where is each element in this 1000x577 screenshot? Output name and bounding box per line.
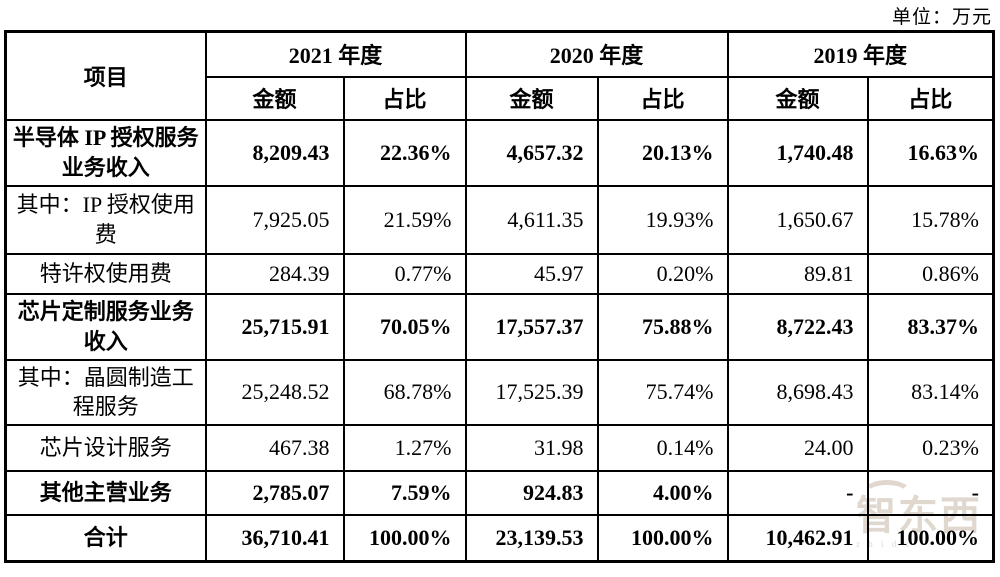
cell-value: 0.14% (596, 423, 729, 472)
cell-value: 924.83 (464, 469, 599, 516)
cell-value: 83.37% (866, 292, 995, 361)
subheader-amount-2021: 金额 (204, 75, 345, 121)
cell-value: 25,248.52 (204, 358, 345, 426)
table-row: 其中：晶圆制造工程服务 25,248.52 68.78% 17,525.39 7… (4, 358, 995, 426)
cell-value: 4.00% (596, 469, 729, 516)
cell-value: 0.20% (596, 252, 729, 295)
column-header-item: 项目 (4, 30, 207, 121)
cell-value: 75.74% (596, 358, 729, 426)
cell-value: 70.05% (342, 292, 467, 361)
cell-value: 75.88% (596, 292, 729, 361)
table-row: 其他主营业务 2,785.07 7.59% 924.83 4.00% - - (4, 469, 995, 516)
table-row-total: 合计 36,710.41 100.00% 23,139.53 100.00% 1… (4, 513, 995, 563)
cell-value: 21.59% (342, 184, 467, 255)
table-row: 特许权使用费 284.39 0.77% 45.97 0.20% 89.81 0.… (4, 252, 995, 295)
cell-value: 89.81 (726, 252, 869, 295)
cell-value: 4,657.32 (464, 118, 599, 187)
cell-value: 23,139.53 (464, 513, 599, 563)
cell-value: 284.39 (204, 252, 345, 295)
cell-value: 0.77% (342, 252, 467, 295)
cell-value: 68.78% (342, 358, 467, 426)
cell-value: 25,715.91 (204, 292, 345, 361)
column-header-2019: 2019 年度 (726, 30, 995, 78)
table-row: 芯片设计服务 467.38 1.27% 31.98 0.14% 24.00 0.… (4, 423, 995, 472)
revenue-breakdown-table: 项目 2021 年度 2020 年度 2019 年度 金额 占比 金额 占比 金… (4, 30, 995, 564)
cell-value: 45.97 (464, 252, 599, 295)
subheader-ratio-2020: 占比 (596, 75, 729, 121)
cell-value: 8,722.43 (726, 292, 869, 361)
cell-value: 83.14% (866, 358, 995, 426)
header-sub-row: 金额 占比 金额 占比 金额 占比 (6, 75, 995, 121)
cell-value: 1.27% (342, 423, 467, 472)
cell-value: 467.38 (204, 423, 345, 472)
table-row: 半导体 IP 授权服务业务收入 8,209.43 22.36% 4,657.32… (4, 118, 995, 187)
subheader-amount-2020: 金额 (464, 75, 599, 121)
cell-value: 0.86% (866, 252, 995, 295)
cell-value: 1,740.48 (726, 118, 869, 187)
row-label: 特许权使用费 (4, 252, 207, 295)
cell-value: 17,557.37 (464, 292, 599, 361)
cell-value: 36,710.41 (204, 513, 345, 563)
column-header-2020: 2020 年度 (464, 30, 729, 78)
cell-value: 19.93% (596, 184, 729, 255)
cell-value: 1,650.67 (726, 184, 869, 255)
cell-value: 22.36% (342, 118, 467, 187)
cell-value: 0.23% (866, 423, 995, 472)
cell-value: 16.63% (866, 118, 995, 187)
row-label: 芯片设计服务 (4, 423, 207, 472)
cell-value: 17,525.39 (464, 358, 599, 426)
cell-value: 8,698.43 (726, 358, 869, 426)
cell-value: 4,611.35 (464, 184, 599, 255)
cell-value: 15.78% (866, 184, 995, 255)
row-label: 半导体 IP 授权服务业务收入 (4, 118, 207, 187)
row-label: 其他主营业务 (4, 469, 207, 516)
subheader-amount-2019: 金额 (726, 75, 869, 121)
subheader-ratio-2021: 占比 (342, 75, 467, 121)
cell-value: 7.59% (342, 469, 467, 516)
cell-value: 100.00% (342, 513, 467, 563)
unit-label: 单位：万元 (891, 7, 992, 28)
cell-value: 8,209.43 (204, 118, 345, 187)
table-row: 其中：IP 授权使用费 7,925.05 21.59% 4,611.35 19.… (4, 184, 995, 255)
cell-value: 20.13% (596, 118, 729, 187)
cell-value: - (726, 469, 869, 516)
cell-value: 31.98 (464, 423, 599, 472)
row-label: 芯片定制服务业务收入 (4, 292, 207, 361)
cell-value: 24.00 (726, 423, 869, 472)
cell-value: 2,785.07 (204, 469, 345, 516)
row-label: 其中：IP 授权使用费 (4, 184, 207, 255)
subheader-ratio-2019: 占比 (866, 75, 995, 121)
header-year-row: 项目 2021 年度 2020 年度 2019 年度 (4, 30, 995, 121)
row-label: 合计 (4, 513, 207, 563)
table-row: 芯片定制服务业务收入 25,715.91 70.05% 17,557.37 75… (4, 292, 995, 361)
row-label: 其中：晶圆制造工程服务 (4, 358, 207, 426)
cell-value: 100.00% (866, 513, 995, 563)
cell-value: 100.00% (596, 513, 729, 563)
cell-value: 10,462.91 (726, 513, 869, 563)
cell-value: - (866, 469, 995, 516)
cell-value: 7,925.05 (204, 184, 345, 255)
column-header-2021: 2021 年度 (204, 30, 467, 78)
